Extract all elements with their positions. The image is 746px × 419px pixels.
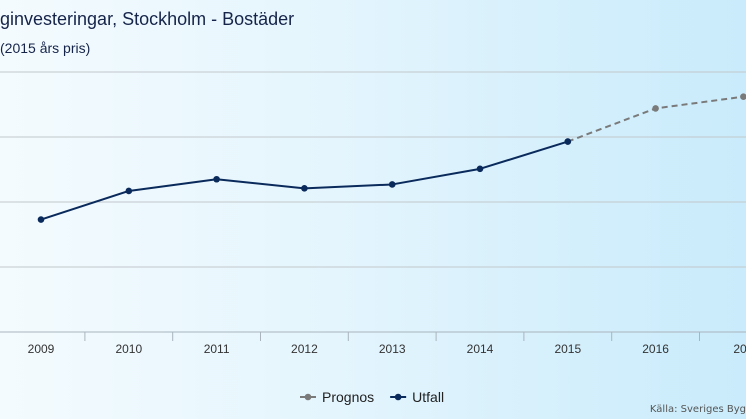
series-utfall [37,138,572,223]
data-point[interactable] [301,185,308,192]
x-tick-label: 2011 [204,342,230,356]
source-note: Källa: Sveriges Byg [649,404,746,415]
x-tick-label: 2012 [291,342,318,356]
data-point[interactable] [476,165,484,173]
series-layer [37,93,746,223]
legend[interactable]: Prognos Utfall [300,389,444,405]
legend-item-prognos[interactable]: Prognos [300,389,374,405]
data-point[interactable] [564,138,572,145]
legend-label-prognos: Prognos [322,389,374,405]
x-tick-label: 2015 [554,342,581,356]
x-tick-label: 2010 [115,342,142,356]
chart-title: ginvesteringar, Stockholm - Bostäder [0,9,295,29]
data-point[interactable] [37,216,45,223]
x-axis: 2009 2010 2011 2012 2013 2014 2015 2016 201 [0,331,746,356]
series-line-prognos [567,95,744,143]
legend-item-utfall[interactable]: Utfall [390,389,444,405]
x-tick-label: 201 [733,342,746,356]
data-point[interactable] [388,181,396,188]
data-point[interactable] [740,93,746,100]
x-tick-label: 2013 [379,342,406,356]
x-tick-label: 2014 [467,342,494,356]
x-tick-label: 2016 [642,342,669,356]
legend-label-utfall: Utfall [412,389,444,405]
series-line-utfall [40,140,569,221]
grid-lines [0,71,746,268]
legend-marker-utfall [394,393,402,401]
data-point[interactable] [213,175,220,183]
data-point[interactable] [125,187,133,195]
x-tick-label: 2009 [28,342,55,356]
data-point[interactable] [652,105,659,112]
chart-subtitle: (2015 års pris) [0,40,91,56]
legend-marker-prognos [304,393,312,401]
